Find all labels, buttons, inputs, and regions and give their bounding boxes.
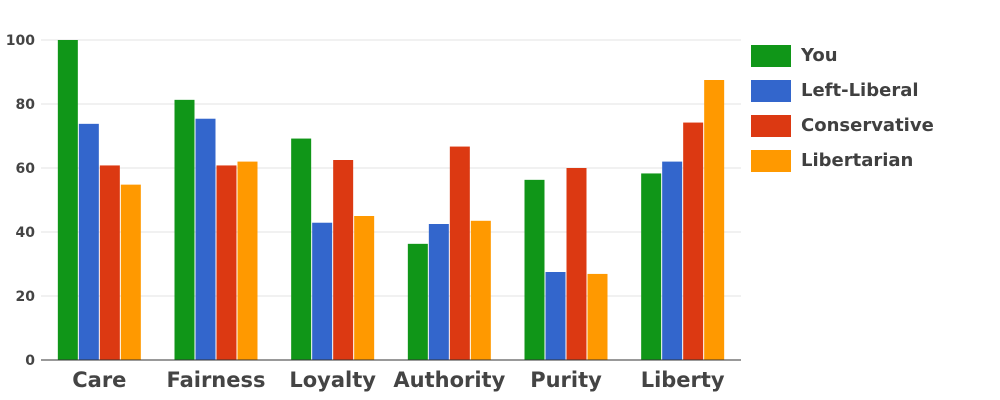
bar-purity-you xyxy=(524,179,545,360)
bar-authority-you xyxy=(407,243,428,360)
legend-item: Libertarian xyxy=(751,143,934,178)
legend-label: Left-Liberal xyxy=(801,80,919,101)
bar-authority-left-liberal xyxy=(428,224,449,360)
legend-swatch xyxy=(751,114,791,137)
bar-purity-left-liberal xyxy=(545,272,566,360)
y-tick-label: 20 xyxy=(16,289,36,305)
bar-loyalty-you xyxy=(291,138,312,360)
x-category-label: Purity xyxy=(530,368,602,392)
bar-care-you xyxy=(57,40,78,360)
bar-liberty-libertarian xyxy=(704,80,725,360)
bar-liberty-you xyxy=(641,173,662,360)
legend-label: Libertarian xyxy=(801,150,914,171)
bar-fairness-left-liberal xyxy=(195,118,216,360)
bar-purity-libertarian xyxy=(587,273,608,360)
legend-item: You xyxy=(751,38,934,73)
y-tick-label: 40 xyxy=(16,225,36,241)
y-tick-label: 0 xyxy=(25,353,35,369)
bars xyxy=(57,40,725,360)
x-category-label: Fairness xyxy=(166,368,265,392)
bar-loyalty-libertarian xyxy=(354,216,375,360)
bar-fairness-conservative xyxy=(216,165,237,360)
legend: You Left-Liberal Conservative Libertarian xyxy=(751,38,934,178)
legend-item: Conservative xyxy=(751,108,934,143)
bar-authority-conservative xyxy=(449,146,470,360)
bar-authority-libertarian xyxy=(470,220,491,360)
legend-label: You xyxy=(801,45,838,66)
bar-purity-conservative xyxy=(566,168,587,360)
legend-label: Conservative xyxy=(801,115,934,136)
gridlines xyxy=(41,39,741,297)
x-category-label: Authority xyxy=(393,368,505,392)
bar-liberty-left-liberal xyxy=(662,161,683,360)
legend-swatch xyxy=(751,149,791,172)
legend-item: Left-Liberal xyxy=(751,73,934,108)
legend-swatch xyxy=(751,79,791,102)
bar-care-conservative xyxy=(99,165,120,360)
bar-care-libertarian xyxy=(120,184,141,360)
y-axis-ticks: 0 20 40 60 80 100 xyxy=(6,33,35,369)
x-category-label: Liberty xyxy=(641,368,725,392)
y-tick-label: 60 xyxy=(16,161,36,177)
bar-loyalty-left-liberal xyxy=(312,222,333,360)
y-tick-label: 80 xyxy=(16,97,36,113)
x-axis-categories: Care Fairness Loyalty Authority Purity Libert… xyxy=(72,368,725,392)
x-category-label: Care xyxy=(72,368,126,392)
legend-swatch xyxy=(751,44,791,67)
x-category-label: Loyalty xyxy=(289,368,376,392)
bar-fairness-you xyxy=(174,99,195,360)
bar-fairness-libertarian xyxy=(237,161,258,360)
y-tick-label: 100 xyxy=(6,33,35,49)
bar-care-left-liberal xyxy=(78,123,99,360)
bar-loyalty-conservative xyxy=(333,160,354,360)
bar-liberty-conservative xyxy=(683,122,704,360)
